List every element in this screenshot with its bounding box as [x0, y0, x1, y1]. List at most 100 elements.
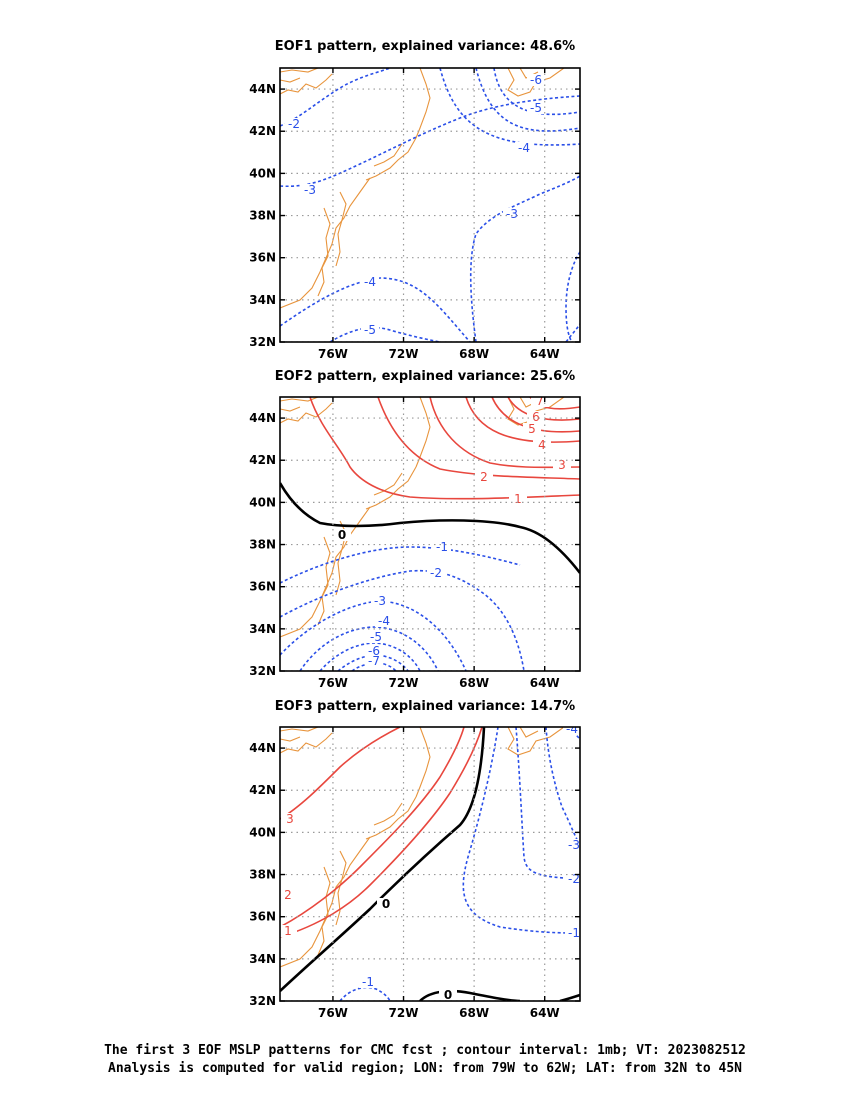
coastline	[415, 397, 431, 468]
contour-layer: -6 -5 -4 -2 -3 -3 -4 -5	[280, 68, 580, 342]
contour-negative	[280, 277, 471, 342]
contour-label: -7	[368, 654, 380, 668]
y-tick-label: 34N	[249, 952, 276, 966]
y-tick-label: 38N	[249, 868, 276, 882]
coastline	[373, 472, 403, 496]
x-tick-label: 68W	[459, 347, 489, 361]
y-tick-label: 34N	[249, 293, 276, 307]
contour-label: -1	[568, 926, 580, 940]
contour-label: 1	[514, 492, 522, 506]
contour-negative	[280, 68, 391, 127]
coastline	[280, 836, 371, 968]
eof3-panel: EOF3 pattern, explained variance: 14.7% 3…	[249, 699, 581, 1020]
contour-label: -2	[430, 566, 442, 580]
contour-negative	[280, 95, 580, 188]
contour-label-bg	[359, 976, 377, 988]
x-tick-label: 64W	[530, 1006, 560, 1020]
x-tick-label: 76W	[318, 676, 348, 690]
y-tick-label: 38N	[249, 209, 276, 223]
contour-negative	[280, 569, 525, 671]
coastline	[317, 207, 331, 297]
contour-label: -3	[304, 183, 316, 197]
plot-frame	[279, 67, 581, 343]
contour-label-bg	[377, 898, 395, 910]
contour-label: 2	[284, 888, 292, 902]
contour-negative	[469, 175, 580, 342]
coastline	[280, 732, 333, 754]
contour-label-bg	[365, 645, 383, 657]
contour-zero	[559, 993, 580, 1001]
coastline	[507, 68, 565, 97]
x-tick-label: 64W	[530, 347, 560, 361]
contour-label: 0	[338, 528, 346, 542]
contour-label-bg	[333, 529, 351, 541]
panel-title: EOF2 pattern, explained variance: 25.6%	[275, 369, 575, 384]
contour-positive	[465, 397, 580, 443]
contour-label: -4	[566, 722, 578, 736]
contour-positive	[280, 727, 401, 820]
contour-negative	[329, 326, 441, 342]
y-tick-label: 40N	[249, 166, 276, 180]
x-tick-label: 76W	[318, 1006, 348, 1020]
coastline	[280, 406, 301, 412]
coastline	[280, 402, 333, 424]
coastline	[280, 68, 319, 73]
contour-label-bg	[375, 615, 393, 627]
panel-title: EOF1 pattern, explained variance: 48.6%	[275, 39, 575, 54]
x-tick-label: 72W	[389, 676, 419, 690]
contour-label-bg	[367, 631, 385, 643]
contour-label-bg	[565, 927, 580, 939]
contour-label-bg	[427, 567, 445, 579]
coastline	[519, 727, 539, 738]
coastline	[373, 143, 403, 167]
contour-negative	[439, 68, 580, 146]
plot-frame	[279, 396, 581, 672]
eof2-panel: EOF2 pattern, explained variance: 25.6% 7…	[249, 369, 581, 690]
contour-label-bg	[280, 889, 297, 901]
contour-negative	[545, 727, 580, 846]
contour-negative	[337, 654, 409, 671]
contour-label: -3	[506, 207, 518, 221]
contour-negative	[299, 626, 439, 671]
coastline	[317, 866, 331, 956]
contour-negative	[319, 642, 421, 671]
x-tick-label: 72W	[389, 347, 419, 361]
contour-label: -2	[568, 872, 580, 886]
y-tick-label: 42N	[249, 783, 276, 797]
x-tick-label: 68W	[459, 676, 489, 690]
contour-label: -5	[370, 630, 382, 644]
contour-label: -5	[364, 323, 376, 337]
caption-line-2: Analysis is computed for valid region; L…	[108, 1061, 742, 1076]
contour-negative	[339, 986, 391, 1001]
plot-area: -6 -5 -4 -2 -3 -3 -4 -5	[280, 68, 580, 342]
contour-label: -3	[568, 838, 580, 852]
contour-label-bg	[280, 925, 297, 937]
y-tick-label: 32N	[249, 994, 276, 1008]
y-tick-label: 36N	[249, 580, 276, 594]
contour-label-bg	[475, 471, 493, 483]
y-tick-label: 32N	[249, 664, 276, 678]
contour-label-bg	[503, 208, 521, 220]
contour-label-bg	[527, 74, 545, 86]
contour-label: -5	[530, 101, 542, 115]
coastline	[507, 727, 565, 756]
contour-label: -1	[436, 540, 448, 554]
contour-negative	[565, 323, 580, 342]
y-tick-label: 36N	[249, 910, 276, 924]
contour-label-bg	[527, 411, 545, 423]
contour-label: -4	[518, 141, 530, 155]
coastline	[280, 73, 333, 95]
contour-label-bg	[563, 727, 580, 735]
coastline	[365, 137, 417, 181]
plot-area: 3 2 1 0 0 -1 -1 -2 -3 -4	[280, 722, 580, 1001]
contour-negative	[462, 727, 580, 934]
coastline	[415, 68, 431, 139]
contour-negative	[475, 68, 580, 132]
coastline	[365, 466, 417, 510]
contour-label-bg	[565, 873, 580, 885]
contour-label: -3	[374, 594, 386, 608]
y-tick-label: 34N	[249, 622, 276, 636]
contour-label: -6	[368, 644, 380, 658]
contour-positive	[280, 727, 483, 938]
coastline	[280, 177, 371, 309]
